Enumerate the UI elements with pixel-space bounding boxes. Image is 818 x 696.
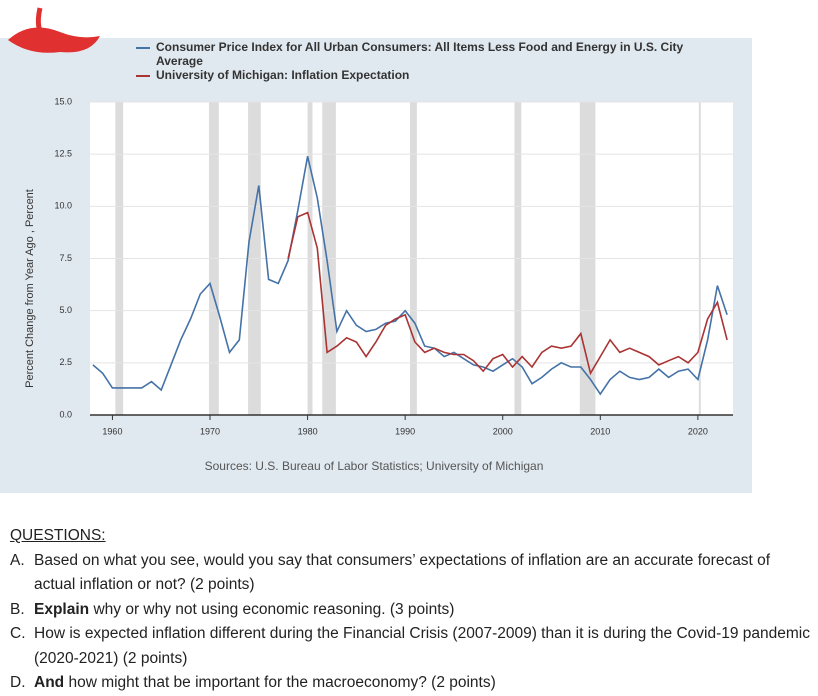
- x-tick-label: 1980: [298, 426, 318, 436]
- x-tick-label: 1960: [102, 426, 122, 436]
- y-tick-label: 2.5: [59, 357, 72, 367]
- question-letter: C.: [10, 625, 26, 642]
- x-tick-label: 2000: [493, 426, 513, 436]
- series-line: [92, 156, 728, 396]
- y-tick-label: 10.0: [54, 201, 72, 211]
- y-tick-label: 7.5: [59, 253, 72, 263]
- question-letter: A.: [10, 551, 25, 569]
- y-axis-label: Percent Change from Year Ago , Percent: [24, 189, 36, 388]
- legend-entry: Consumer Price Index for All Urban Consu…: [130, 40, 730, 68]
- questions: QUESTIONS: A. Based on what you see, woul…: [10, 524, 810, 696]
- series-line: [287, 211, 728, 376]
- legend-swatch: [136, 75, 150, 77]
- question: C. How is expected inflation different du…: [10, 622, 810, 671]
- legend-swatch: [136, 47, 150, 49]
- question-emphasis: And: [34, 674, 65, 691]
- question: D. And how might that be important for th…: [10, 671, 810, 696]
- question-text: How is expected inflation different duri…: [34, 625, 810, 667]
- legend-entry: University of Michigan: Inflation Expect…: [130, 68, 730, 82]
- x-tick-label: 1970: [200, 426, 220, 436]
- x-tick-label: 2010: [590, 426, 610, 436]
- y-tick-label: 5.0: [59, 305, 72, 315]
- chart-panel: 0.0 2.5 5.0 7.5 10.0 12.5 15.0 1960 1970 1980 1990…: [0, 38, 752, 493]
- x-tick-label: 2020: [688, 426, 708, 436]
- chart: 0.0 2.5 5.0 7.5 10.0 12.5 15.0 1960 1970 1980 1990…: [24, 96, 733, 473]
- y-tick-label: 12.5: [54, 149, 72, 159]
- question-text: Based on what you see, would you say tha…: [34, 551, 771, 594]
- legend: Consumer Price Index for All Urban Consu…: [130, 40, 730, 82]
- question-letter: D.: [10, 674, 26, 691]
- source: Sources: U.S. Bureau of Labor Statistics…: [205, 459, 544, 473]
- logo-scribble: [8, 7, 100, 53]
- question-letter: B.: [10, 600, 25, 618]
- questions-heading: QUESTIONS:: [10, 527, 106, 544]
- scribble: [35, 7, 47, 40]
- question-text: why or why not using economic reasoning.…: [89, 600, 455, 618]
- question: A. Based on what you see, would you say t…: [10, 549, 810, 598]
- scribble: [8, 27, 100, 53]
- x-tick-label: 1990: [395, 426, 415, 436]
- question-emphasis: Explain: [34, 600, 90, 618]
- question-text: how might that be important for the macr…: [64, 674, 496, 691]
- y-tick-label: 15.0: [54, 96, 72, 106]
- y-tick-label: 0.0: [59, 409, 72, 419]
- question: B. Explain why or why not using economic …: [10, 598, 810, 623]
